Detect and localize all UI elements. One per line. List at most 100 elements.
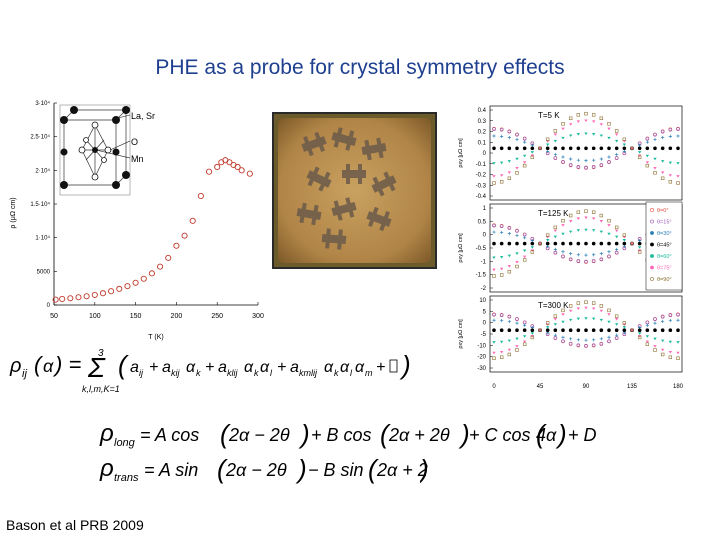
hall-data-point [607, 224, 611, 227]
hall-data-point [522, 328, 527, 332]
hall-data-point [492, 134, 496, 138]
hall-data-point [507, 160, 512, 163]
svg-text:long: long [114, 437, 136, 449]
hall-data-point [599, 116, 604, 120]
hall-data-point [576, 146, 581, 151]
hall-data-point [546, 244, 550, 249]
hall-data-point [545, 321, 550, 325]
hall-data-point [653, 328, 657, 332]
hall-data-point [561, 241, 565, 246]
resistivity-point [238, 167, 245, 174]
hall-data-point [507, 254, 512, 258]
hall-data-point [584, 111, 588, 116]
svg-text:(: ( [220, 419, 231, 449]
equation-trans: ρ trans = A sin ( 2α − 2θ ) − B sin ( 2α… [98, 450, 438, 494]
hall-data-point [591, 120, 596, 124]
hall-data-point [568, 230, 573, 234]
hall-data-point [637, 250, 642, 254]
resistivity-point [214, 163, 221, 171]
hall-data-point [507, 352, 512, 357]
hall-data-point [653, 132, 657, 137]
hall-data-point [492, 241, 496, 246]
svg-text:klij: klij [227, 368, 238, 378]
hall-data-point [591, 307, 596, 311]
hall-data-point [614, 317, 619, 321]
hall-data-point [653, 321, 657, 325]
hall-data-point [622, 146, 627, 151]
hall-data-point [499, 267, 504, 271]
hall-data-point [599, 241, 604, 246]
hall-data-point [607, 308, 611, 313]
hall-data-point [515, 345, 519, 348]
hall-data-point [607, 136, 611, 140]
hall-data-point [568, 163, 573, 167]
hall-data-point [599, 123, 604, 126]
resistivity-point [91, 291, 98, 298]
hall-data-point [660, 146, 665, 151]
hall-data-point [622, 143, 627, 147]
hall-ytick-label: 5 [483, 309, 487, 315]
hall-bar-device [331, 127, 357, 151]
hall-data-point [507, 136, 511, 140]
hall-data-point [584, 119, 588, 123]
hall-data-point [499, 355, 504, 359]
hall-data-point [507, 328, 512, 332]
hall-data-point [599, 220, 604, 223]
svg-text:k,l,m,K=1: k,l,m,K=1 [82, 384, 120, 394]
hall-data-point [553, 250, 558, 255]
hall-data-point [507, 314, 512, 319]
svg-text:ij: ij [22, 368, 27, 380]
hall-data-point [622, 241, 627, 246]
hall-data-point [553, 129, 558, 133]
hall-data-point [530, 239, 534, 243]
hall-data-point [561, 328, 565, 332]
hall-data-point [584, 306, 588, 310]
hall-data-point [660, 160, 665, 163]
svg-text:l: l [270, 368, 273, 378]
hall-data-point [614, 323, 619, 326]
hall-data-point [576, 132, 581, 136]
hall-data-point [568, 213, 573, 218]
hall-data-point [492, 351, 496, 355]
hall-data-point [530, 246, 535, 249]
hall-data-point [622, 323, 627, 326]
hall-data-point [660, 314, 665, 319]
hall-data-point [676, 127, 680, 131]
hall-data-point [607, 160, 611, 164]
hall-data-point [653, 348, 657, 352]
svg-text:k: k [254, 368, 259, 378]
hall-data-point [584, 300, 588, 304]
hall-data-point [576, 328, 581, 332]
hall-data-point [645, 140, 649, 144]
hall-data-point [553, 229, 558, 233]
hall-data-point [569, 157, 573, 161]
hall-ytick-label: 0.1 [478, 140, 487, 146]
hall-data-point [545, 326, 550, 329]
hall-data-point [607, 146, 611, 151]
svg-text:+ B cos: + B cos [311, 425, 372, 445]
theta-legend: θ=0° θ=15° θ=30° θ=45° θ=60° θ=75° θ=90° [645, 201, 683, 291]
hall-data-point [500, 230, 504, 235]
hall-data-point [499, 350, 504, 354]
svg-text:ρ: ρ [9, 355, 21, 377]
hall-data-point [492, 356, 496, 360]
hall-data-point [607, 313, 611, 316]
hall-data-point [576, 113, 581, 117]
hall-data-point [676, 312, 680, 317]
hall-data-point [545, 239, 550, 242]
planar-hall-plots: 0.4 0.3 0.2 0.1 0 -0.1 -0.2 -0.3 -0.4 T=5 K ρxy [μ… [458, 105, 684, 390]
hall-data-point [614, 241, 619, 246]
resistivity-point [173, 242, 180, 249]
hall-bar-device [331, 197, 357, 221]
hall-data-point [576, 120, 581, 124]
svg-text:+: + [277, 359, 286, 376]
svg-text:(: ( [34, 352, 44, 377]
hall-ytick-label: 0 [483, 321, 487, 327]
svg-text:(: ( [118, 350, 129, 380]
hall-data-point [515, 137, 519, 142]
hall-bar-device [301, 131, 327, 157]
hall-ytick-label: 10 [479, 298, 486, 304]
hall-data-point [653, 146, 657, 151]
svg-text:m: m [365, 368, 373, 378]
svg-text:α: α [260, 359, 270, 376]
